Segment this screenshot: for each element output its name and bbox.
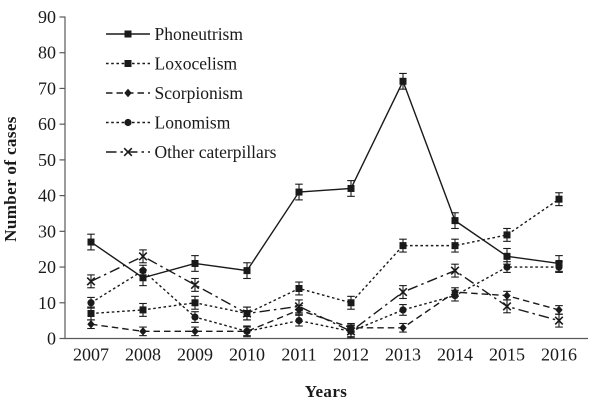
y-tick-label: 80 [38, 43, 56, 63]
x-tick-label: 2015 [489, 345, 525, 365]
legend-item-loxocelism: Loxocelism [106, 54, 238, 74]
legend-label: Other caterpillars [155, 142, 277, 162]
series-phoneutrism [87, 72, 563, 287]
y-tick-label: 40 [38, 186, 56, 206]
y-tick-label: 70 [38, 78, 56, 98]
x-axis-ticks: 2007 2008 2009 2010 2011 2012 2013 2014 2015 2016 [73, 345, 577, 365]
legend-item-phoneutrism: Phoneutrism [106, 24, 243, 44]
series-other-caterpillars [86, 249, 564, 339]
y-tick-label: 0 [47, 329, 56, 349]
legend-label: Lonomism [155, 113, 231, 133]
x-tick-label: 2014 [437, 345, 473, 365]
x-tick-label: 2012 [333, 345, 369, 365]
y-tick-label: 50 [38, 150, 56, 170]
x-tick-label: 2009 [177, 345, 213, 365]
y-tick-label: 90 [38, 7, 56, 27]
y-tick-label: 60 [38, 114, 56, 134]
x-tick-label: 2013 [385, 345, 421, 365]
y-axis-ticks: 0 10 20 30 40 50 60 70 80 90 [38, 7, 65, 349]
x-tick-label: 2007 [73, 345, 109, 365]
y-tick-label: 10 [38, 293, 56, 313]
axes [64, 16, 588, 340]
legend-item-other-caterpillars: Other caterpillars [106, 142, 277, 162]
legend-label: Loxocelism [155, 54, 238, 74]
y-tick-label: 20 [38, 257, 56, 277]
legend: Phoneutrism Loxocelism Scorpionism Lonomism… [106, 24, 277, 162]
series-scorpionism [87, 287, 563, 337]
legend-item-lonomism: Lonomism [106, 113, 231, 133]
x-axis-title: Years [304, 382, 348, 401]
series-loxocelism [87, 192, 563, 321]
y-axis-title: Number of cases [1, 116, 20, 242]
y-tick-label: 30 [38, 221, 56, 241]
x-tick-label: 2011 [281, 345, 316, 365]
legend-item-scorpionism: Scorpionism [106, 83, 243, 103]
x-tick-label: 2008 [125, 345, 161, 365]
x-tick-label: 2016 [541, 345, 577, 365]
legend-label: Phoneutrism [155, 24, 244, 44]
legend-label: Scorpionism [155, 83, 244, 103]
x-tick-label: 2010 [229, 345, 265, 365]
